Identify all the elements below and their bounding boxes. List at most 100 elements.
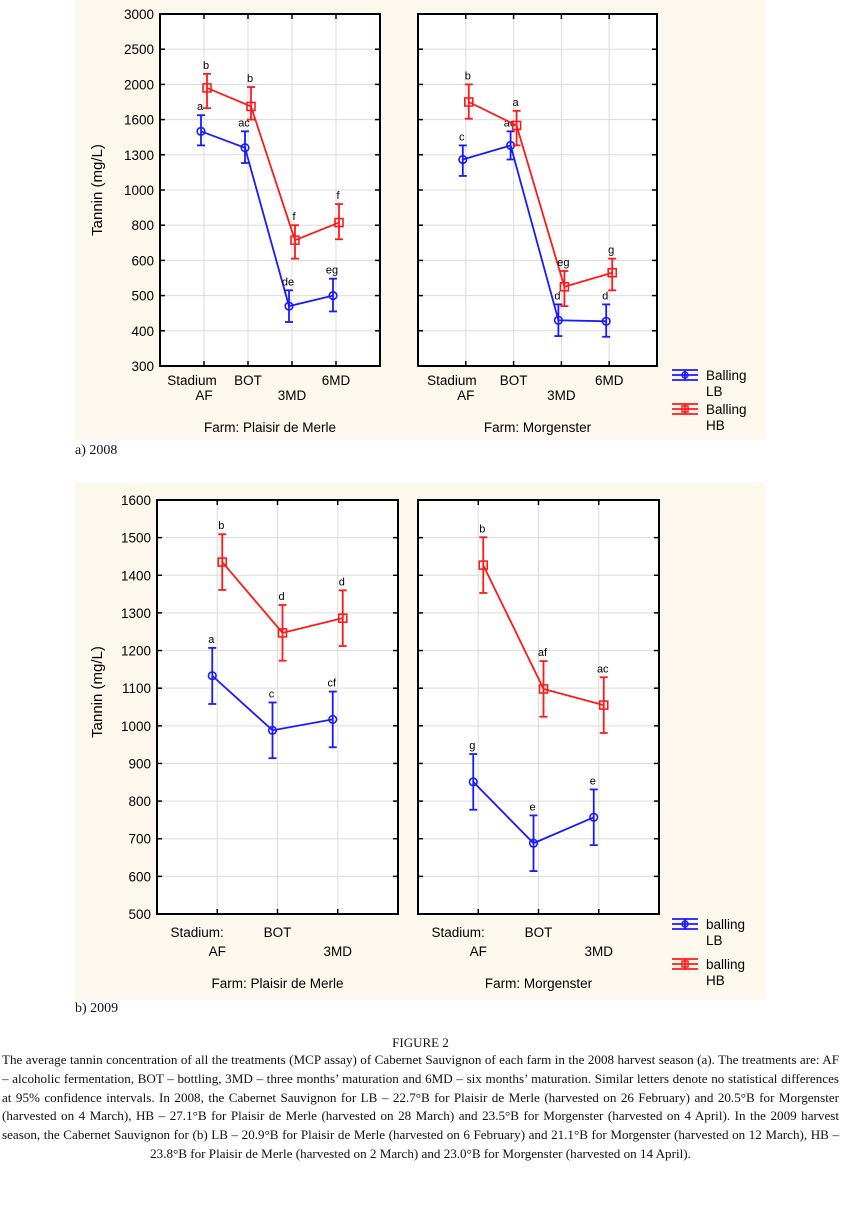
data-point — [196, 126, 206, 136]
plot-frame — [417, 13, 658, 367]
data-point — [589, 812, 599, 822]
y-axis-label: Tannin (mg/L) — [89, 646, 106, 738]
significance-letter: g — [608, 245, 614, 257]
x-axis-name: Stadium — [427, 373, 477, 388]
x-tick-label: AF — [470, 944, 487, 959]
figure-caption: The average tannin concentration of all … — [2, 1052, 839, 1161]
significance-letter: f — [292, 211, 296, 223]
x-axis-name: Stadium — [167, 373, 217, 388]
data-point — [217, 557, 228, 567]
y-tick-label: 1200 — [121, 644, 151, 659]
x-tick-label: BOT — [264, 925, 292, 940]
y-tick-label: 400 — [131, 324, 154, 339]
farm-label: Farm: Morgenster — [484, 420, 592, 435]
plot-frame — [417, 499, 660, 915]
farm-label: Farm: Plaisir de Merle — [211, 976, 343, 991]
panel-label-2008: a) 2008 — [75, 443, 118, 458]
significance-letter: c — [459, 131, 465, 143]
series-lb: a c cf — [207, 634, 338, 760]
y-tick-label: 1600 — [124, 113, 154, 128]
y-tick-label: 1300 — [124, 148, 154, 163]
series-hb: b af ac — [478, 523, 609, 734]
series-hb: b b f f — [202, 60, 344, 260]
x-tick-label: 3MD — [547, 388, 576, 403]
series-line — [200, 130, 334, 308]
data-point — [463, 97, 474, 107]
y-tick-label: 600 — [131, 253, 154, 268]
data-point — [511, 120, 522, 131]
x-tick-label: 6MD — [595, 373, 624, 388]
x-tick-label: AF — [195, 388, 212, 403]
data-point — [284, 301, 294, 311]
y-tick-label: 1100 — [122, 681, 151, 696]
x-tick-label: 3MD — [584, 944, 613, 959]
data-point — [202, 83, 212, 93]
legend-label: Balling — [706, 402, 747, 417]
data-point — [478, 560, 489, 570]
data-point — [598, 700, 609, 710]
plot-frame — [159, 13, 381, 367]
data-point — [601, 316, 611, 326]
data-point — [607, 267, 618, 278]
y-tick-label: 500 — [128, 907, 151, 922]
x-tick-label: BOT — [500, 373, 528, 388]
series-line — [206, 87, 340, 242]
y-tick-label: 500 — [131, 289, 154, 304]
legend-marker-circle — [681, 920, 689, 928]
data-point — [328, 291, 338, 301]
x-tick-label: BOT — [525, 925, 553, 940]
significance-letter: b — [479, 523, 485, 535]
significance-letter: d — [602, 290, 608, 302]
legend-label: balling — [706, 917, 745, 932]
y-tick-label: 1600 — [121, 493, 151, 508]
data-point — [240, 143, 250, 153]
significance-letter: d — [554, 290, 560, 302]
legend-label: balling — [706, 957, 745, 972]
panel-plaisir-de-merle: 300 400 500 600 800 1000 1300 1600 2000 2500 3000 S… — [124, 7, 381, 435]
farm-label: Farm: Morgenster — [485, 976, 593, 991]
y-axis-label: Tannin (mg/L) — [89, 144, 106, 236]
significance-letter: eg — [557, 257, 569, 269]
y-tick-label: 1400 — [121, 568, 151, 583]
significance-letter: a — [208, 634, 215, 646]
y-tick-label: 1000 — [121, 719, 151, 734]
x-axis-name: Stadium: — [431, 925, 484, 940]
figure-title: FIGURE 2 — [392, 1035, 449, 1050]
significance-letter: ac — [597, 663, 609, 675]
plot-frame — [156, 499, 399, 915]
y-tick-label: 600 — [128, 869, 151, 884]
farm-label: Farm: Plaisir de Merle — [204, 420, 336, 435]
significance-letter: c — [269, 688, 275, 700]
y-tick-label: 300 — [131, 359, 154, 374]
series-line — [468, 101, 613, 288]
series-hb: b d d — [217, 520, 348, 662]
legend-label: LB — [706, 933, 723, 948]
legend-marker-square — [681, 960, 689, 968]
significance-letter: b — [465, 70, 471, 82]
y-tick-label: 1300 — [121, 606, 151, 621]
data-point — [538, 684, 549, 694]
data-point — [207, 671, 217, 681]
significance-letter: eg — [326, 265, 338, 277]
significance-letter: d — [339, 576, 345, 588]
significance-letter: b — [203, 60, 209, 72]
x-tick-label: 3MD — [278, 388, 307, 403]
legend-label: Balling — [706, 368, 747, 383]
significance-letter: b — [218, 520, 224, 532]
significance-letter: e — [590, 775, 596, 787]
data-point — [458, 154, 468, 165]
significance-letter: cf — [327, 678, 337, 690]
y-tick-label: 1500 — [121, 531, 151, 546]
x-tick-label: 3MD — [323, 944, 352, 959]
series-lb: g e e — [468, 740, 599, 872]
data-point — [328, 714, 338, 725]
y-tick-label: 700 — [128, 832, 151, 847]
panel-label-2009: b) 2009 — [75, 1001, 119, 1016]
data-point — [559, 281, 570, 292]
data-point — [553, 315, 564, 325]
series-line — [462, 144, 607, 323]
significance-letter: g — [469, 740, 475, 752]
chart-2009: Tannin (mg/L) 500 600 700 800 900 1000 1100 1200… — [89, 493, 745, 991]
